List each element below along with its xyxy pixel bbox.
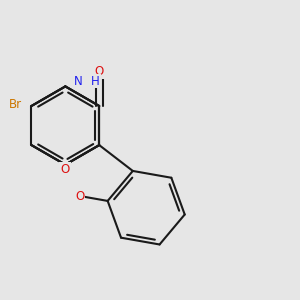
Text: O: O <box>94 65 104 78</box>
Text: O: O <box>61 163 70 176</box>
Text: H: H <box>91 75 100 88</box>
Text: O: O <box>75 190 85 202</box>
Text: N: N <box>74 75 82 88</box>
Text: Br: Br <box>9 98 22 111</box>
Text: N: N <box>59 163 68 176</box>
